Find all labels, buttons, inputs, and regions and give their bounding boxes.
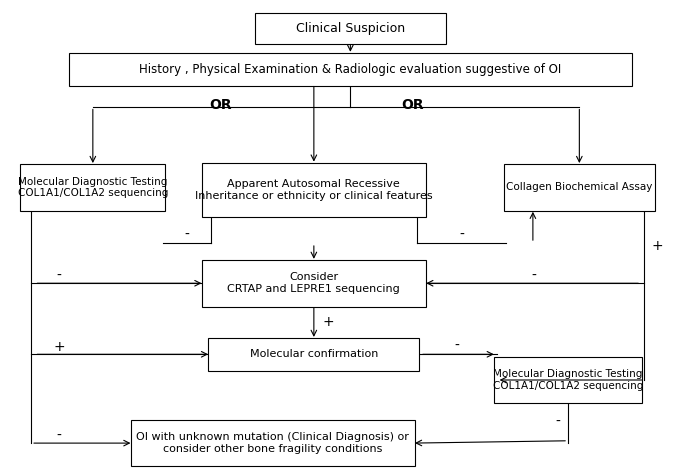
- FancyBboxPatch shape: [201, 163, 426, 217]
- Text: -: -: [454, 339, 459, 353]
- FancyBboxPatch shape: [69, 53, 632, 86]
- Text: OR: OR: [210, 98, 232, 112]
- Text: History , Physical Examination & Radiologic evaluation suggestive of OI: History , Physical Examination & Radiolo…: [139, 62, 562, 76]
- FancyBboxPatch shape: [131, 420, 414, 466]
- Text: +: +: [652, 239, 664, 253]
- FancyBboxPatch shape: [21, 164, 165, 211]
- Text: +: +: [53, 340, 65, 354]
- FancyBboxPatch shape: [494, 357, 642, 403]
- Text: OR: OR: [401, 98, 423, 112]
- Text: Clinical Suspicion: Clinical Suspicion: [296, 22, 405, 35]
- Text: -: -: [459, 228, 464, 242]
- Text: -: -: [184, 228, 189, 242]
- Text: Collagen Biochemical Assay: Collagen Biochemical Assay: [506, 183, 653, 193]
- Text: Molecular Diagnostic Testing
COL1A1/COL1A2 sequencing: Molecular Diagnostic Testing COL1A1/COL1…: [493, 369, 643, 391]
- Text: Apparent Autosomal Recessive
Inheritance or ethnicity or clinical features: Apparent Autosomal Recessive Inheritance…: [195, 179, 433, 201]
- Text: +: +: [323, 315, 334, 329]
- Text: -: -: [57, 429, 62, 443]
- FancyBboxPatch shape: [255, 13, 446, 44]
- Text: -: -: [57, 269, 62, 283]
- Text: Consider
CRTAP and LEPRE1 sequencing: Consider CRTAP and LEPRE1 sequencing: [227, 272, 400, 294]
- FancyBboxPatch shape: [208, 338, 419, 371]
- Text: OI with unknown mutation (Clinical Diagnosis) or
consider other bone fragility c: OI with unknown mutation (Clinical Diagn…: [136, 432, 409, 454]
- Text: -: -: [532, 269, 536, 283]
- FancyBboxPatch shape: [503, 164, 655, 211]
- Text: Molecular Diagnostic Testing
COL1A1/COL1A2 sequencing: Molecular Diagnostic Testing COL1A1/COL1…: [18, 176, 168, 198]
- FancyBboxPatch shape: [201, 260, 426, 307]
- Text: -: -: [556, 415, 560, 429]
- Text: Molecular confirmation: Molecular confirmation: [249, 349, 378, 359]
